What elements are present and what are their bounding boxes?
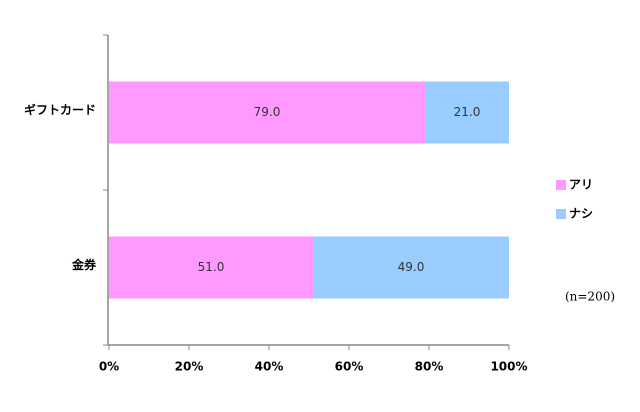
legend-swatch (556, 209, 566, 219)
x-tick-label: 20% (175, 360, 204, 374)
y-tick-label: ギフトカード (24, 102, 96, 117)
x-tick-label: 40% (255, 360, 284, 374)
data-label: 79.0 (254, 105, 281, 119)
x-tick-label: 100% (490, 360, 527, 374)
data-label: 49.0 (398, 260, 425, 274)
legend-label: ナシ (569, 207, 593, 221)
x-tick-label: 80% (415, 360, 444, 374)
bar-segment (313, 236, 509, 299)
bar-segment (109, 81, 425, 144)
annotation: (n=200) (565, 290, 615, 304)
data-label: 51.0 (198, 260, 225, 274)
legend-swatch (556, 180, 566, 190)
x-tick-label: 60% (335, 360, 364, 374)
data-label: 21.0 (454, 105, 481, 119)
x-tick-label: 0% (99, 360, 119, 374)
legend-label: アリ (569, 178, 593, 192)
bar-segment (425, 81, 509, 144)
y-tick-label: 金券 (71, 257, 97, 272)
bar-segment (109, 236, 313, 299)
